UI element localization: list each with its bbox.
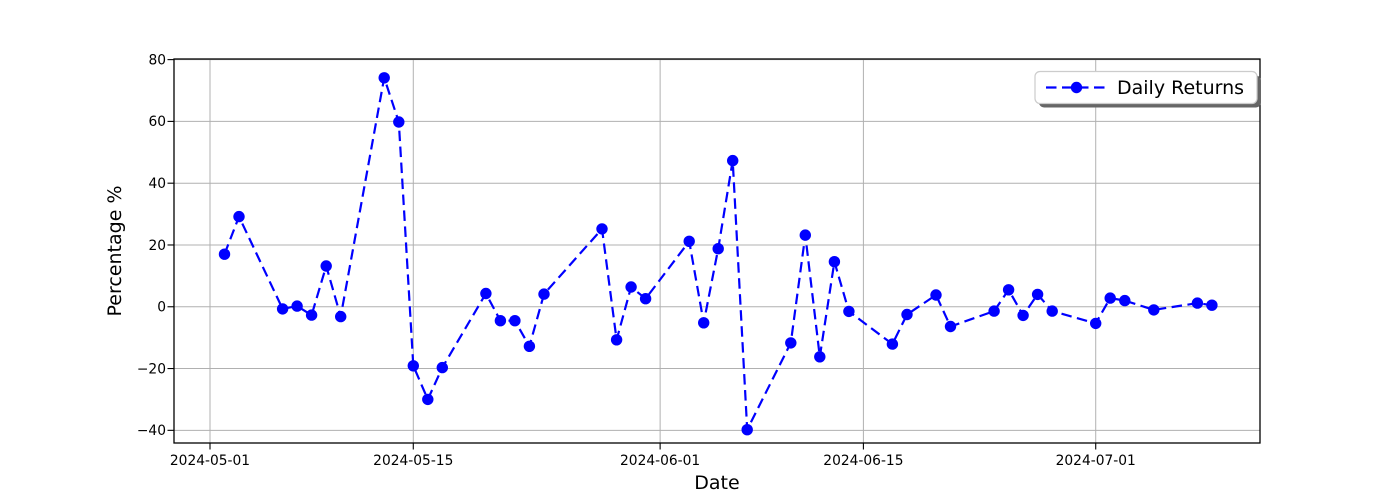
data-point [1206, 299, 1218, 311]
data-point [494, 315, 507, 327]
data-point [1090, 317, 1102, 330]
data-point [886, 338, 899, 350]
data-point [625, 281, 637, 293]
y-tick-label: −40 [137, 423, 166, 439]
data-point [1031, 288, 1044, 301]
data-point [901, 308, 913, 321]
data-point [712, 243, 724, 255]
data-point [596, 223, 608, 235]
data-point [509, 315, 521, 327]
y-tick-label: 20 [148, 238, 166, 254]
legend: Daily Returns [1034, 70, 1261, 108]
x-tick-label: 2024-05-15 [373, 453, 453, 469]
data-point [305, 309, 318, 321]
data-point [1046, 305, 1058, 317]
series-layer [218, 72, 1218, 436]
data-point [393, 116, 405, 128]
y-tick-label: 0 [157, 300, 166, 316]
x-tick-label: 2024-06-15 [823, 453, 903, 469]
data-point [639, 293, 652, 305]
data-point [1119, 294, 1131, 307]
data-point [988, 305, 1000, 317]
y-tick-label: 80 [148, 52, 166, 68]
data-point [683, 235, 695, 247]
data-point [799, 229, 811, 241]
y-tick-label: 60 [148, 114, 166, 130]
data-point [727, 154, 739, 167]
y-tick-label: −20 [137, 361, 166, 377]
data-point [930, 289, 942, 301]
data-point [320, 260, 332, 272]
x-tick-label: 2024-05-01 [170, 453, 250, 469]
data-point [1148, 304, 1160, 316]
x-tick-label: 2024-07-01 [1056, 453, 1136, 469]
data-point [276, 303, 289, 315]
x-tick-label: 2024-06-01 [620, 453, 700, 469]
data-point [828, 256, 841, 268]
data-point [944, 320, 957, 333]
data-point [480, 287, 492, 300]
plot-border [173, 58, 1261, 444]
data-point [218, 248, 231, 260]
data-point [335, 310, 347, 323]
series-line [223, 77, 1213, 434]
y-axis-title: Percentage % [104, 186, 126, 317]
data-point [814, 351, 826, 363]
legend-sample-marker-icon [1070, 81, 1083, 94]
data-point [741, 424, 753, 436]
axes-layer: 2024-05-01 2024-05-15 2024-06-01 2024-06-15… [137, 52, 1261, 469]
data-point [785, 337, 797, 349]
data-point [422, 393, 434, 406]
data-point [843, 305, 855, 318]
data-point [378, 72, 390, 84]
data-point [610, 334, 623, 346]
x-axis-title: Date [694, 472, 739, 494]
data-point [233, 210, 245, 223]
data-point [436, 361, 448, 374]
data-point [1104, 292, 1116, 304]
legend-label: Daily Returns [1117, 77, 1244, 99]
y-tick-label: 40 [148, 176, 166, 192]
data-point [291, 300, 303, 312]
data-point [1002, 284, 1015, 296]
legend-box [1034, 70, 1258, 105]
data-point [1191, 297, 1204, 309]
data-point [407, 360, 419, 372]
data-point [538, 288, 550, 300]
data-point [698, 317, 710, 329]
data-point [523, 340, 536, 352]
data-point [1017, 309, 1029, 322]
